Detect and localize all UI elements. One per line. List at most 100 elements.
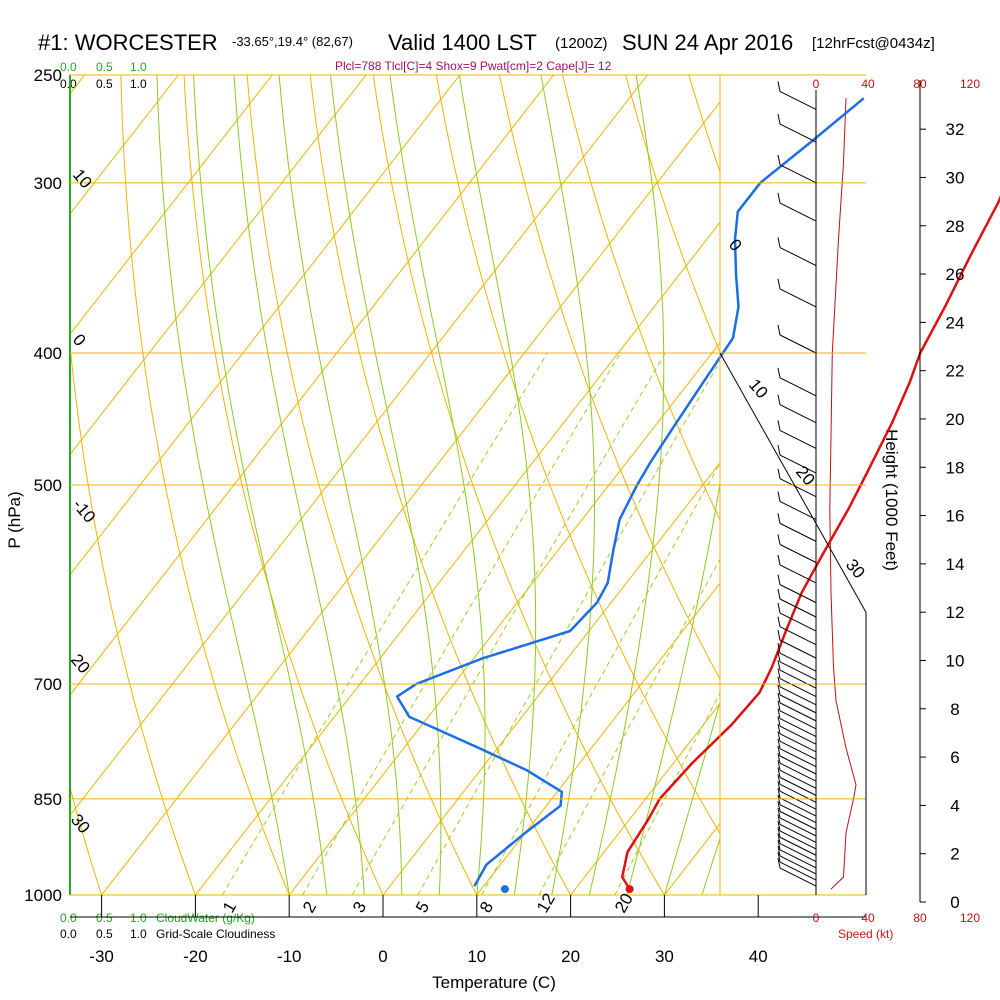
x-tick-label: 0 [378, 947, 387, 966]
wind-barb-flag [777, 491, 781, 502]
cloudwater-top-1: 0.5 [96, 60, 113, 74]
dry-adiabat-line [70, 340, 196, 895]
mixing-ratio-line [614, 691, 720, 895]
wind-barb-shaft [779, 849, 817, 869]
wind-barb-flag [777, 807, 781, 819]
wind-barbs [777, 81, 817, 887]
x-tick-label: 30 [655, 947, 674, 966]
wind-barb-shaft [779, 429, 817, 449]
pressure-tick-label: 1000 [24, 886, 62, 905]
wind-barb-flag [777, 444, 781, 456]
wind-barb-shaft [779, 867, 817, 887]
wind-barb-shaft [779, 762, 817, 782]
wind-barb-flag [777, 588, 781, 600]
pressure-tick-label: 400 [34, 344, 62, 363]
wind-barb-shaft [779, 817, 817, 837]
wind-barb-flag [777, 651, 781, 662]
dry-adiabat-line [625, 75, 720, 354]
wind-barb-flag [777, 684, 781, 695]
moist-adiabat-line [458, 75, 537, 895]
wind-barb-flag [777, 154, 781, 165]
valid-time: Valid 1400 LST [388, 30, 537, 55]
wind-barb-shaft [779, 776, 817, 796]
wind-barb-flag [777, 845, 781, 857]
dry-adiabat-line [70, 785, 103, 895]
wind-barb-shaft [779, 686, 817, 706]
wind-barb-flag [777, 801, 781, 812]
mixing-ratio-label: 3 [349, 898, 370, 916]
cloudiness-bottom-1: 0.5 [96, 927, 113, 941]
background-lines [70, 51, 1000, 924]
wind-barb-shaft [779, 843, 817, 862]
height-tick-label: 6 [950, 748, 959, 767]
speed-tick-bottom: 0 [813, 911, 820, 925]
wind-barb-flag [777, 738, 781, 749]
wind-barb-flag [777, 676, 781, 687]
x-tick-label: -30 [89, 947, 114, 966]
wind-barb-flag [777, 554, 781, 566]
pressure-tick-label: 700 [34, 675, 62, 694]
height-tick-label: 4 [950, 796, 959, 815]
dewpoint-line [395, 97, 865, 887]
height-tick-label: 2 [950, 845, 959, 864]
wind-barb-flag [777, 723, 781, 734]
dry-adiabat-line [120, 75, 290, 895]
wind-barb-flag [777, 278, 781, 289]
surface-dewpoint-marker [500, 885, 509, 894]
cloudiness-bottom-0: 0.0 [60, 927, 77, 941]
dry-adiabat-line [994, 51, 1000, 924]
moist-adiabat-line [278, 75, 403, 895]
wind-barb-shaft [779, 861, 817, 881]
wind-barb-shaft [779, 652, 817, 672]
wind-barb-flag [777, 367, 781, 378]
pressure-tick-label: 300 [34, 174, 62, 193]
zulu-time: (1200Z) [555, 35, 608, 52]
cloudiness-top-2: 1.0 [130, 77, 147, 91]
wind-barb-flag [777, 781, 781, 792]
dry-adiabat-line [806, 51, 1000, 924]
wind-barb-flag [777, 616, 781, 627]
wind-barb-flag [777, 794, 781, 805]
wind-barb-shaft [779, 740, 817, 760]
dry-adiabat-line [309, 75, 572, 895]
wind-barb-flag [777, 857, 781, 869]
dry-adiabat-label: 10 [745, 375, 772, 402]
wind-barb-flag [777, 113, 781, 125]
wind-speed-line [829, 98, 857, 890]
speed-tick-top: 80 [913, 77, 927, 91]
speed-axis-title: Speed (kt) [838, 927, 893, 941]
wind-barb-flag [777, 753, 781, 764]
cloudiness-label: Grid-Scale Cloudiness [156, 927, 275, 941]
cloudwater-bottom-0: 0.0 [60, 911, 77, 925]
wind-barb-shaft [779, 710, 817, 730]
wind-barb-flag [777, 851, 781, 863]
wind-barb-flag [777, 468, 781, 479]
pressure-tick-label: 850 [34, 790, 62, 809]
height-tick-label: 16 [946, 507, 965, 526]
wind-barb-shaft [779, 797, 817, 817]
wind-barb-shaft [779, 584, 817, 604]
forecast-date: SUN 24 Apr 2016 [622, 30, 793, 55]
height-tick-label: 30 [946, 168, 965, 187]
dry-adiabat-label: 10 [69, 165, 96, 192]
wind-barb-flag [777, 324, 781, 336]
speed-tick-bottom: 40 [861, 911, 875, 925]
wind-barb-shaft [779, 824, 817, 843]
wind-barb-shaft [779, 598, 817, 618]
indices-line: Plcl=788 Tlcl[C]=4 Shox=9 Pwat[cm]=2 Cap… [335, 59, 612, 73]
wind-barb-flag [777, 814, 781, 825]
wind-barb-shaft [779, 702, 817, 722]
x-axis-title: Temperature (C) [432, 973, 556, 992]
forecast-run: [12hrFcst@0434z] [812, 35, 935, 52]
wind-barb-flag [777, 660, 781, 671]
wind-barb-shaft [779, 755, 817, 775]
cloudwater-top-2: 1.0 [130, 60, 147, 74]
mixing-ratio-label: 5 [412, 898, 433, 916]
moist-adiabat-line [330, 75, 442, 895]
wind-barb-flag [777, 745, 781, 757]
y-axis-title: P (hPa) [5, 491, 24, 548]
isotherm-line [70, 75, 367, 456]
wind-barb-shaft [779, 288, 817, 308]
mixing-ratio-label: 12 [533, 890, 559, 916]
wind-barb-shaft [779, 404, 817, 424]
